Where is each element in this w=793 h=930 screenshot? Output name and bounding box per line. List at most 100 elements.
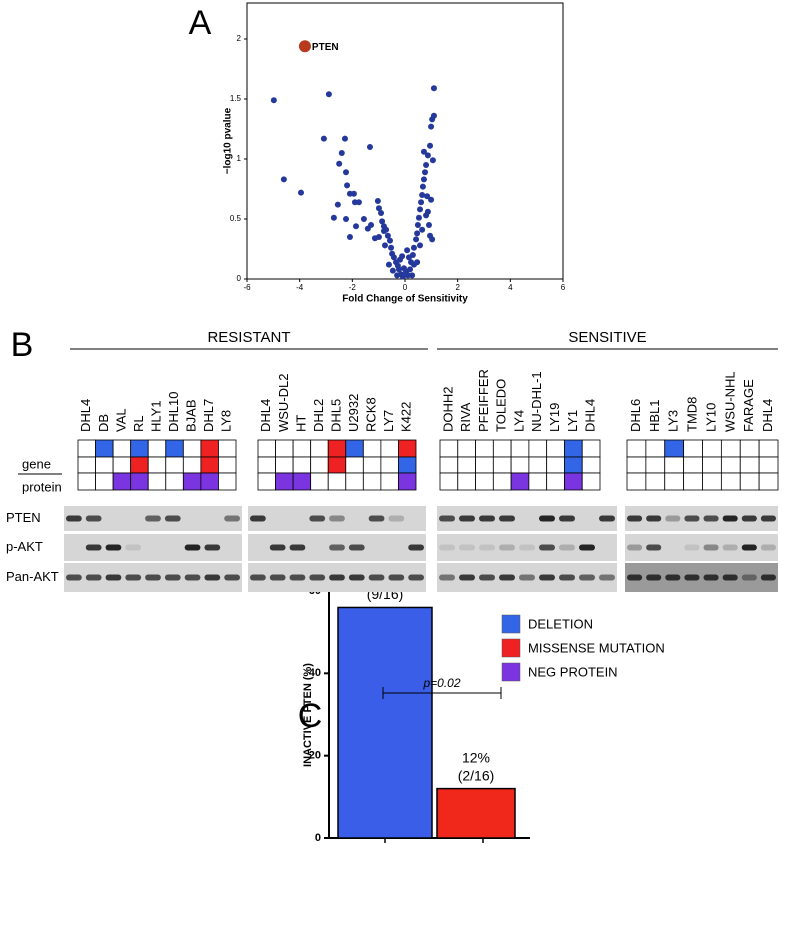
blot-band — [559, 544, 575, 551]
status-cell — [398, 472, 417, 491]
blot-band — [627, 574, 643, 581]
point — [425, 222, 432, 228]
point-annotation: PTEN — [312, 42, 339, 53]
status-cell — [182, 472, 202, 491]
blot-band — [579, 544, 595, 551]
empty-cell — [380, 456, 399, 474]
empty-cell — [546, 456, 565, 474]
empty-cell — [475, 439, 494, 458]
y-tick-label: 2 — [237, 34, 242, 43]
lane-label: LY7 — [381, 410, 396, 432]
empty-cell — [147, 472, 167, 491]
status-cell — [398, 456, 417, 474]
empty-cell — [257, 456, 276, 474]
empty-cell — [492, 472, 512, 491]
lane-label: HT — [293, 415, 308, 432]
lane-label: NU-DHL-1 — [529, 371, 544, 432]
status-cell — [275, 472, 294, 491]
point — [297, 189, 304, 196]
point — [343, 216, 350, 222]
point — [325, 91, 332, 98]
blot-band — [66, 574, 82, 581]
empty-cell — [758, 439, 779, 458]
empty-cell — [95, 456, 114, 474]
empty-cell — [720, 439, 741, 458]
lane-label: DB — [96, 414, 111, 432]
point — [389, 267, 396, 274]
empty-cell — [546, 439, 565, 458]
empty-cell — [457, 472, 476, 491]
blot-band — [105, 574, 122, 581]
group-header: SENSITIVE — [568, 329, 646, 346]
empty-cell — [275, 439, 294, 458]
status-cell — [200, 439, 219, 458]
point — [371, 235, 378, 242]
blot-band — [722, 574, 738, 581]
blot-label: p-AKT — [6, 539, 43, 554]
blot-band — [309, 574, 326, 581]
empty-cell — [720, 472, 741, 491]
lane-label: LY19 — [547, 403, 562, 432]
y-tick-label: 40 — [309, 667, 321, 679]
group-header: RESISTANT — [207, 329, 290, 346]
blot-band — [703, 544, 719, 551]
lane-label: DHL4 — [258, 399, 273, 432]
blot-band — [559, 515, 575, 522]
empty-cell — [492, 439, 512, 458]
status-cell — [564, 439, 583, 458]
point — [404, 247, 411, 254]
highlight-point — [298, 40, 311, 53]
empty-cell — [310, 472, 329, 491]
empty-cell — [310, 456, 329, 474]
legend-swatch — [501, 662, 521, 682]
blot-band — [85, 574, 102, 581]
point — [430, 112, 437, 119]
lane-label: DHL7 — [201, 399, 216, 432]
blot-band — [684, 515, 700, 522]
empty-cell — [218, 472, 237, 491]
lane-label: DHL4 — [78, 399, 93, 432]
point — [384, 232, 391, 239]
empty-cell — [292, 456, 312, 474]
empty-cell — [702, 456, 722, 474]
point — [414, 259, 421, 266]
point — [419, 226, 426, 233]
point — [423, 162, 430, 168]
bar — [337, 606, 433, 839]
empty-cell — [362, 456, 382, 474]
point — [341, 135, 348, 142]
status-cell — [200, 472, 219, 491]
lane-label: HBL1 — [647, 399, 662, 432]
blot-band — [519, 574, 535, 581]
point — [394, 272, 401, 279]
point — [399, 253, 406, 260]
blot-band — [66, 515, 82, 522]
blot-label: Pan-AKT — [6, 569, 59, 584]
lane-label: DHL10 — [166, 392, 181, 432]
blot-band — [499, 544, 515, 551]
blot-band — [184, 544, 201, 551]
x-tick-label: -2 — [349, 283, 357, 292]
x-tick-label: -4 — [296, 283, 304, 292]
blot-band — [204, 574, 221, 581]
status-cell — [200, 456, 219, 474]
panel-label: B — [11, 326, 34, 364]
point — [338, 150, 345, 156]
x-tick-label: -6 — [243, 283, 251, 292]
empty-cell — [739, 472, 760, 491]
point — [427, 142, 434, 149]
point — [381, 242, 388, 249]
point — [404, 272, 411, 279]
point — [418, 199, 425, 206]
point — [419, 192, 426, 198]
blot-band — [269, 574, 286, 581]
status-cell — [664, 439, 685, 458]
blot-band — [184, 574, 201, 581]
empty-cell — [95, 472, 114, 491]
empty-cell — [664, 472, 685, 491]
blot-band — [499, 515, 515, 522]
blot-band — [722, 515, 738, 522]
lane-label: DHL4 — [760, 399, 775, 432]
status-cell — [327, 456, 347, 474]
lane-label: WSU-DL2 — [276, 373, 291, 432]
